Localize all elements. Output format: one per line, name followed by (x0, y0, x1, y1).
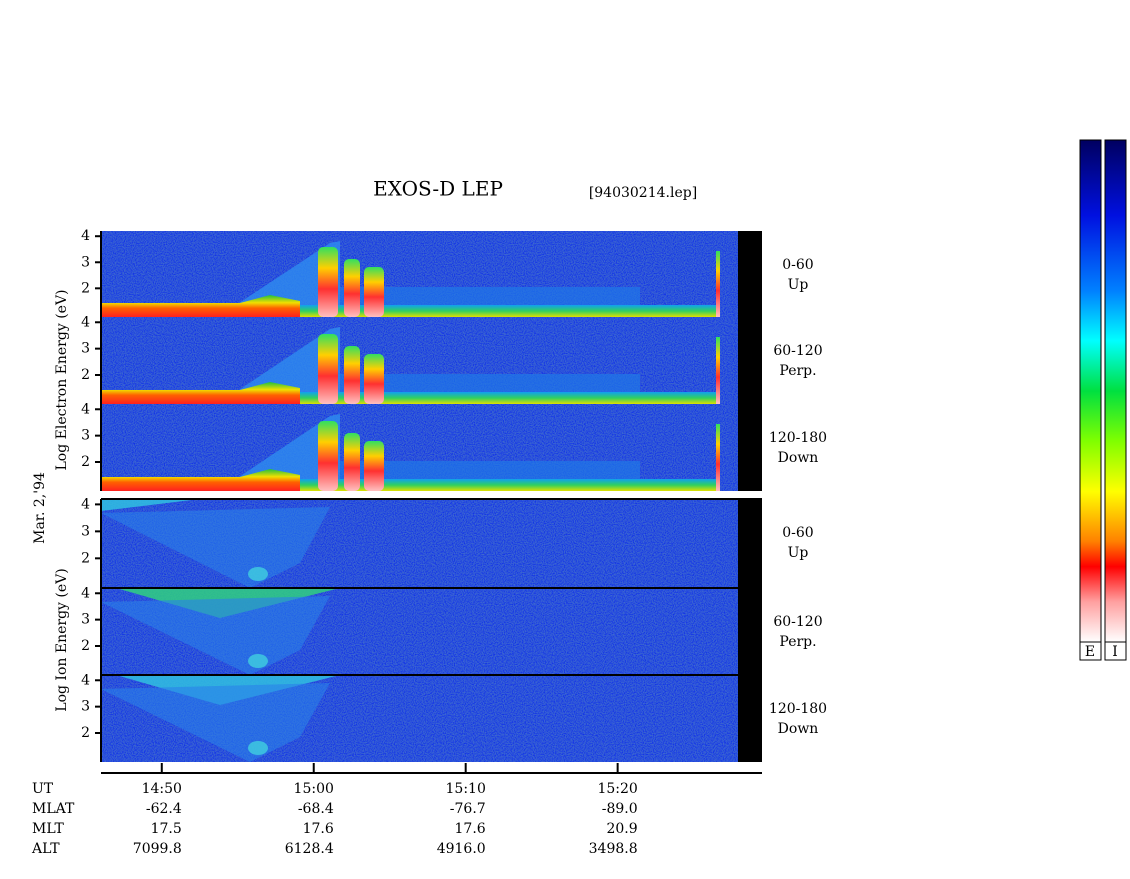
spectrogram-feature (318, 421, 338, 491)
data-gap (738, 231, 762, 491)
color-bar (1104, 139, 1127, 643)
panel-direction: Down (778, 721, 819, 737)
spectrogram-feature (716, 251, 720, 317)
spectrogram-feature (318, 247, 338, 317)
y-tick-label: 2 (81, 550, 90, 566)
spectrogram-feature (230, 327, 340, 404)
spectrogram-feature (101, 382, 300, 404)
x-tick-label: 15:20 (597, 781, 637, 797)
y-tick-label: 2 (81, 638, 90, 654)
ion-axis-label: Log Ion Energy (eV) (54, 568, 70, 711)
y-tick-label: 3 (81, 699, 90, 715)
panel-range: 60-120 (773, 614, 822, 630)
ephemeris-name: MLAT (32, 801, 75, 817)
panel-direction: Perp. (779, 363, 816, 379)
color-bar-box (1079, 641, 1102, 661)
y-tick-label: 4 (81, 314, 90, 330)
y-tick-label: 3 (81, 341, 90, 357)
panel-direction: Perp. (779, 634, 816, 650)
file-label: [94030214.lep] (589, 185, 697, 201)
color-bar-box (1104, 641, 1127, 661)
ephemeris-value: 20.9 (606, 821, 637, 837)
y-tick-label: 3 (81, 254, 90, 270)
panel-range: 0-60 (782, 525, 813, 541)
ephemeris-name: MLT (32, 821, 64, 837)
spectrogram-feature (101, 683, 330, 762)
spectrogram-feature (230, 414, 340, 491)
ephemeris-value: 17.5 (151, 821, 182, 837)
ephemeris-value: 4916.0 (437, 841, 486, 857)
spectrogram-feature (248, 741, 268, 755)
spectrogram-feature (248, 654, 268, 668)
spectrogram-feature (101, 499, 200, 511)
spectrogram-feature (300, 305, 720, 317)
spectrogram-feature (248, 567, 268, 581)
spectrogram-feature (344, 433, 360, 491)
y-tick-label: 4 (81, 401, 90, 417)
color-bar (1079, 139, 1102, 643)
spectrogram-feature (101, 507, 330, 588)
x-tick-label: 15:00 (294, 781, 334, 797)
data-gap (738, 499, 762, 762)
y-tick-label: 4 (81, 228, 90, 244)
date-label: Mar. 2,'94 (32, 472, 48, 544)
panel-direction: Up (788, 545, 809, 561)
ephemeris-value: -68.4 (298, 801, 334, 817)
spectrogram-feature (318, 334, 338, 404)
y-tick-label: 2 (81, 367, 90, 383)
spectrogram-feature (101, 295, 300, 317)
x-tick-label: 15:10 (446, 781, 486, 797)
y-tick-label: 3 (81, 612, 90, 628)
y-tick-label: 2 (81, 454, 90, 470)
y-tick-label: 4 (81, 496, 90, 512)
ephemeris-value: -89.0 (602, 801, 638, 817)
spectrogram-feature (344, 259, 360, 317)
panel-range: 60-120 (773, 343, 822, 359)
ephemeris-value: 3498.8 (589, 841, 638, 857)
ephemeris-value: 6128.4 (285, 841, 334, 857)
y-tick-label: 2 (81, 725, 90, 741)
y-tick-label: 4 (81, 672, 90, 688)
spectrogram-feature (101, 469, 300, 491)
spectrogram-feature (344, 346, 360, 404)
ephemeris-name: ALT (31, 841, 60, 857)
x-tick-label: 14:50 (142, 781, 182, 797)
ephemeris-value: 7099.8 (133, 841, 182, 857)
title: EXOS-D LEP (373, 177, 503, 201)
panel-direction: Down (778, 450, 819, 466)
ephemeris-value: 17.6 (303, 821, 334, 837)
spectrogram-feature (300, 479, 720, 491)
ephemeris-value: 17.6 (455, 821, 486, 837)
panel-range: 120-180 (769, 701, 827, 717)
color-bar-label: I (1112, 644, 1118, 660)
spectrogram-feature (300, 392, 720, 404)
electron-axis-label: Log Electron Energy (eV) (54, 289, 70, 470)
spectrogram-feature (364, 441, 384, 491)
y-tick-label: 3 (81, 523, 90, 539)
spectrogram-feature (716, 337, 720, 404)
spectrogram-feature (230, 241, 340, 317)
y-tick-label: 3 (81, 428, 90, 444)
color-bar-label: E (1085, 644, 1095, 660)
panel-range: 120-180 (769, 430, 827, 446)
spectrogram-feature (716, 424, 720, 491)
y-tick-label: 4 (81, 585, 90, 601)
y-tick-label: 2 (81, 280, 90, 296)
ut-label: UT (32, 781, 54, 797)
panel-range: 0-60 (782, 257, 813, 273)
ephemeris-value: -76.7 (450, 801, 486, 817)
spectrogram-feature (364, 354, 384, 404)
ephemeris-value: -62.4 (146, 801, 182, 817)
spectrogram-feature (101, 596, 330, 675)
panel-direction: Up (788, 277, 809, 293)
spectrogram-feature (364, 267, 384, 317)
